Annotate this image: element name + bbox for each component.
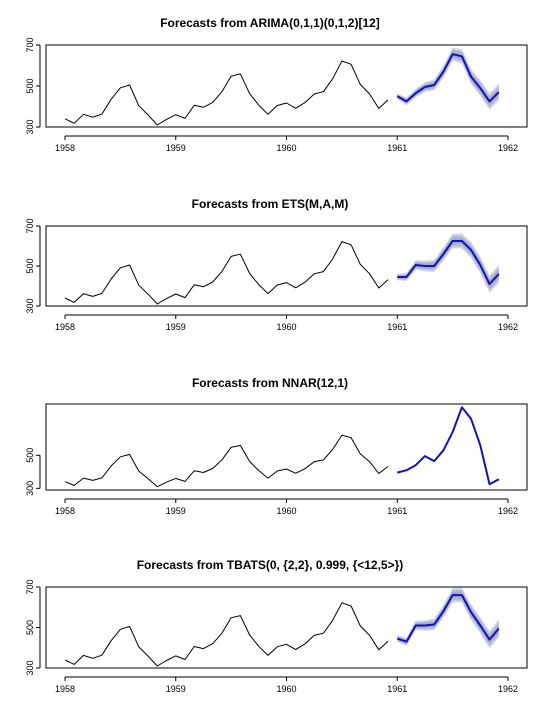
chart-panel-4: Forecasts from TBATS(0, {2,2}, 0.999, {<… [25, 558, 528, 694]
y-tick-label: 500 [25, 78, 35, 93]
chart-panel-2: Forecasts from ETS(M,A,M) 1958 1959 1960 196… [25, 197, 528, 332]
chart-title: Forecasts from NNAR(12,1) [192, 376, 348, 390]
y-tick-label: 300 [25, 119, 35, 134]
x-tick-label: 1962 [498, 684, 518, 694]
x-tick-label: 1958 [55, 143, 75, 153]
x-tick-label: 1960 [276, 143, 296, 153]
x-tick-label: 1959 [166, 322, 186, 332]
y-tick-label: 300 [25, 660, 35, 675]
plot-frame [45, 403, 528, 491]
x-tick-label: 1962 [498, 506, 518, 516]
history-line [64, 602, 389, 667]
x-tick-label: 1962 [498, 322, 518, 332]
chart-panel-3: Forecasts from NNAR(12,1) 1958 1959 1960 196… [25, 376, 528, 516]
chart-title: Forecasts from TBATS(0, {2,2}, 0.999, {<… [137, 558, 404, 572]
prediction-interval-band [397, 235, 499, 291]
x-tick-label: 1961 [387, 322, 407, 332]
y-tick-label: 300 [25, 298, 35, 313]
x-tick-label: 1960 [276, 322, 296, 332]
x-tick-label: 1958 [55, 684, 75, 694]
prediction-interval-band [397, 47, 499, 110]
y-tick-label: 500 [25, 258, 35, 273]
x-tick-label: 1961 [387, 684, 407, 694]
prediction-interval-band [397, 587, 499, 649]
forecast-line [397, 406, 500, 486]
x-tick-label: 1958 [55, 322, 75, 332]
prediction-interval-band [397, 233, 499, 293]
y-tick-label: 500 [25, 620, 35, 635]
prediction-interval-band [397, 237, 499, 288]
x-tick-label: 1961 [387, 506, 407, 516]
x-tick-label: 1961 [387, 143, 407, 153]
y-tick-label: 700 [25, 579, 35, 594]
plot-frame [45, 44, 528, 128]
y-tick-label: 700 [25, 218, 35, 233]
forecast-line [397, 240, 500, 285]
y-tick-label: 500 [25, 448, 35, 463]
chart-panel-1: Forecasts from ARIMA(0,1,1)(0,1,2)[12] 19… [25, 16, 528, 153]
history-line [64, 241, 389, 305]
x-tick-label: 1962 [498, 143, 518, 153]
forecast-line [396, 53, 500, 103]
history-line [64, 60, 389, 126]
history-line [64, 434, 389, 488]
x-tick-label: 1958 [55, 506, 75, 516]
x-tick-label: 1959 [166, 143, 186, 153]
plot-frame [45, 225, 528, 307]
forecast-line [396, 594, 500, 643]
y-tick-label: 700 [25, 37, 35, 52]
y-tick-label: 300 [25, 481, 35, 496]
x-tick-label: 1959 [166, 506, 186, 516]
x-tick-label: 1960 [276, 684, 296, 694]
plot-frame [45, 586, 528, 669]
chart-title: Forecasts from ARIMA(0,1,1)(0,1,2)[12] [160, 16, 380, 30]
chart-title: Forecasts from ETS(M,A,M) [192, 197, 349, 211]
x-tick-label: 1960 [276, 506, 296, 516]
x-tick-label: 1959 [166, 684, 186, 694]
